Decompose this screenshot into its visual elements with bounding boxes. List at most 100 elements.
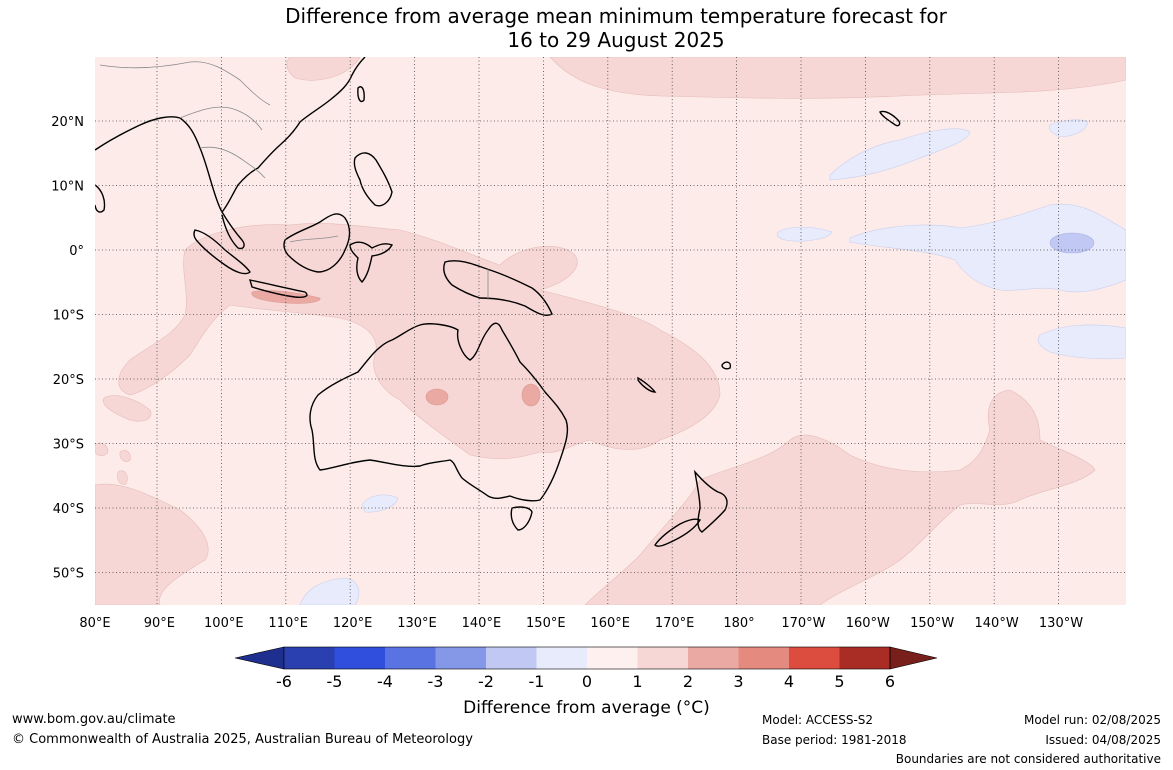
colorbar-tick-label: -4 [377, 672, 393, 691]
longitude-label: 110°E [268, 616, 308, 631]
longitude-label: 170°E [655, 616, 695, 631]
title-line-2: 16 to 29 August 2025 [507, 28, 725, 52]
longitude-label: 130°W [1039, 616, 1083, 631]
anomaly-shading [95, 57, 1126, 605]
java-coast [249, 279, 308, 298]
colorbar-tick-label: -6 [276, 672, 292, 691]
longitude-label: 80°E [79, 616, 110, 631]
hawaii-coast [879, 110, 901, 127]
boundaries-disclaimer: Boundaries are not considered authoritat… [895, 752, 1161, 766]
colorbar-tick-label: 4 [784, 672, 794, 691]
colorbar-segment [536, 647, 587, 669]
longitude-label: 150°W [910, 616, 954, 631]
border-borneo [289, 235, 339, 243]
colorbar-tick-label: -3 [428, 672, 444, 691]
colorbar-max-arrow [889, 646, 938, 670]
colorbar-segment [385, 647, 436, 669]
colorbar-tick-label: 1 [632, 672, 642, 691]
new-guinea-coast [443, 260, 553, 316]
cool-region-equatorial [849, 203, 1126, 293]
colorbar [234, 646, 938, 670]
colorbar-tick-labels: -6 -5 -4 -3 -2 -1 0 1 2 3 4 5 6 [276, 672, 895, 691]
website-link[interactable]: www.bom.gov.au/climate [12, 712, 176, 727]
title-line-1: Difference from average mean minimum tem… [285, 4, 947, 28]
philippines-coast [353, 152, 393, 207]
taiwan-coast [357, 86, 365, 103]
australia-coast [309, 322, 569, 502]
latitude-label: 30°S [53, 438, 84, 453]
tasmania-coast [510, 506, 533, 531]
colorbar-segment [839, 647, 890, 669]
latitude-label: 10°S [53, 309, 84, 324]
colorbar-tick-label: 2 [683, 672, 693, 691]
colorbar-segment [435, 647, 486, 669]
cool-region-south-indian [361, 494, 399, 513]
new-zealand-north-coast [693, 469, 728, 533]
model-name: Model: ACCESS-S2 [762, 713, 874, 727]
longitude-label: 100°E [204, 616, 244, 631]
longitude-labels: 80°E 90°E 100°E 110°E 120°E 130°E 140°E 150°E 16… [79, 616, 1083, 631]
latitude-label: 20°S [53, 373, 84, 388]
colorbar-segment [789, 647, 840, 669]
colorbar-segment [688, 647, 739, 669]
colorbar-segment [486, 647, 537, 669]
country-borders [99, 61, 489, 300]
colorbar-segment [284, 647, 335, 669]
longitude-label: 170°W [781, 616, 825, 631]
longitude-label: 140°E [462, 616, 502, 631]
colorbar-segment [334, 647, 385, 669]
gridlines [95, 57, 1126, 605]
warm-spot-central-aus-2 [521, 383, 541, 407]
warm-spot-java [251, 290, 321, 304]
latitude-label: 10°N [51, 180, 84, 195]
malay-peninsula-coast [221, 211, 245, 250]
copyright-text: © Commonwealth of Australia 2025, Austra… [12, 732, 473, 747]
border-asia-2 [179, 106, 263, 131]
india-coast [95, 184, 106, 213]
colorbar-segment [637, 647, 688, 669]
colorbar-segment [587, 647, 638, 669]
sulawesi-coast [349, 241, 393, 284]
colorbar-label: Difference from average (°C) [463, 698, 710, 718]
longitude-label: 150°E [526, 616, 566, 631]
colorbar-segment [738, 647, 789, 669]
warm-region-southwest [95, 483, 209, 605]
warm-region-maritime [118, 223, 721, 459]
latitude-label: 50°S [53, 567, 84, 582]
model-run-date: Model run: 02/08/2025 [1023, 713, 1161, 727]
warm-spot-central-aus-1 [425, 388, 449, 406]
latitude-label: 0° [69, 244, 84, 259]
colorbar-tick-label: -1 [529, 672, 545, 691]
longitude-label: 120°E [333, 616, 373, 631]
page-title: Difference from average mean minimum tem… [0, 4, 1173, 52]
longitude-label: 180° [723, 616, 754, 631]
warm-region-islet-4 [117, 470, 128, 485]
new-caledonia-coast [637, 376, 657, 393]
base-period: Base period: 1981-2018 [762, 733, 907, 747]
cool-region-west-equatorial [776, 226, 833, 242]
fiji-coast [721, 361, 732, 370]
colorbar-tick-label: -5 [327, 672, 343, 691]
colorbar-tick-label: 0 [582, 672, 592, 691]
longitude-label: 90°E [144, 616, 175, 631]
borneo-coast [283, 213, 351, 273]
latitude-labels: 20°N 10°N 0° 10°S 20°S 30°S 40°S 50°S [51, 115, 84, 582]
longitude-label: 160°W [846, 616, 890, 631]
warm-region-north [549, 57, 1126, 99]
border-asia-3 [199, 146, 266, 179]
warm-region-islet-2 [95, 442, 109, 457]
new-zealand-south-coast [654, 518, 702, 547]
cool-region-southeast [1037, 324, 1126, 360]
colorbar-tick-label: -2 [478, 672, 494, 691]
cool-spot-equatorial [1049, 232, 1095, 254]
colorbar-tick-label: 3 [733, 672, 743, 691]
latitude-label: 20°N [51, 115, 84, 130]
warm-region-nw [286, 57, 361, 81]
issued-date: Issued: 04/08/2025 [1045, 733, 1161, 747]
warm-region-tasman [584, 389, 1096, 605]
cool-region-southern-ocean [299, 577, 360, 605]
longitude-label: 160°E [590, 616, 630, 631]
sumatra-coast [193, 229, 251, 275]
latitude-label: 40°S [53, 502, 84, 517]
